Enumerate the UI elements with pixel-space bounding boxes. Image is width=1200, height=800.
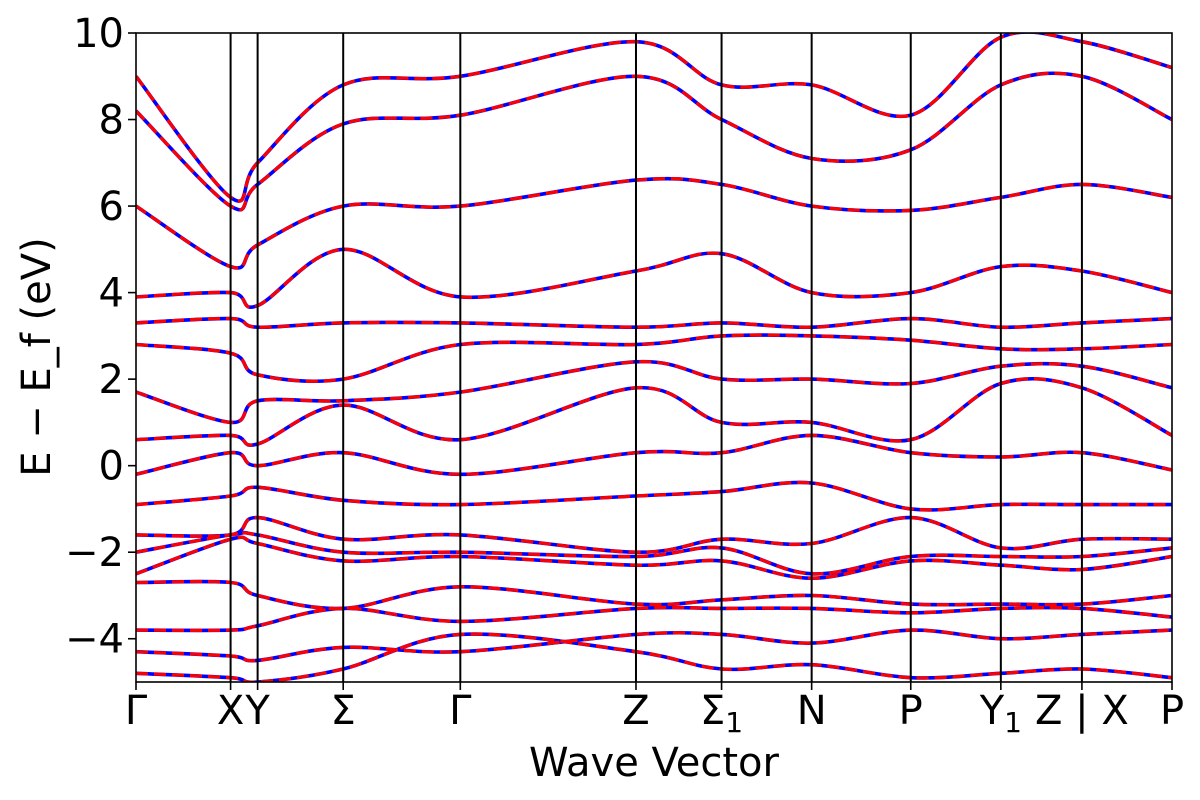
- x-tick-label-11: P: [1160, 688, 1184, 734]
- y-tick-label-0: −4: [65, 617, 124, 663]
- y-tick-label-5: 6: [99, 184, 124, 230]
- y-tick-label-2: 0: [99, 444, 124, 490]
- band-line-red-20: [136, 579, 1172, 611]
- x-tick-label-1: X: [217, 688, 244, 734]
- high-symmetry-lines: [229, 33, 1083, 682]
- plot-frame: [135, 32, 1173, 683]
- y-tick-label-6: 8: [99, 98, 124, 144]
- band-line-red-19: [136, 605, 1172, 633]
- band-line-red-18: [136, 628, 1172, 663]
- y-axis-label: E − E_f (eV): [14, 237, 60, 476]
- y-tick-label-7: 10: [73, 11, 124, 57]
- x-tick-label-2: Y: [244, 688, 270, 734]
- y-tick-label-1: −2: [65, 530, 124, 576]
- x-axis-label: Wave Vector: [529, 740, 780, 786]
- x-tick-label-10: Z | X: [1035, 688, 1129, 734]
- x-tick-label-9: Y1: [979, 688, 1022, 739]
- x-tick-label-0: Γ: [125, 688, 148, 734]
- y-axis-ticks: −4 −2 0 2 4 6 8 10: [65, 11, 136, 663]
- y-tick-label-3: 2: [99, 357, 124, 403]
- y-tick-label-4: 4: [99, 271, 124, 317]
- band-line-red-26: [136, 377, 1172, 447]
- band-line-red-17: [136, 632, 1172, 682]
- x-tick-label-4: Γ: [449, 688, 472, 734]
- x-tick-label-5: Z: [622, 688, 649, 734]
- x-axis-ticks: Γ X Y Σ Γ Z Σ1 N P Y1 Z | X P: [125, 682, 1184, 739]
- x-tick-label-8: P: [899, 688, 923, 734]
- x-tick-label-3: Σ: [331, 688, 356, 734]
- x-tick-label-6: Σ1: [700, 688, 743, 739]
- band-line-red-24: [136, 480, 1172, 512]
- x-tick-label-7: N: [797, 688, 827, 734]
- band-line-red-29: [136, 316, 1172, 329]
- band-line-red-22: [136, 531, 1172, 576]
